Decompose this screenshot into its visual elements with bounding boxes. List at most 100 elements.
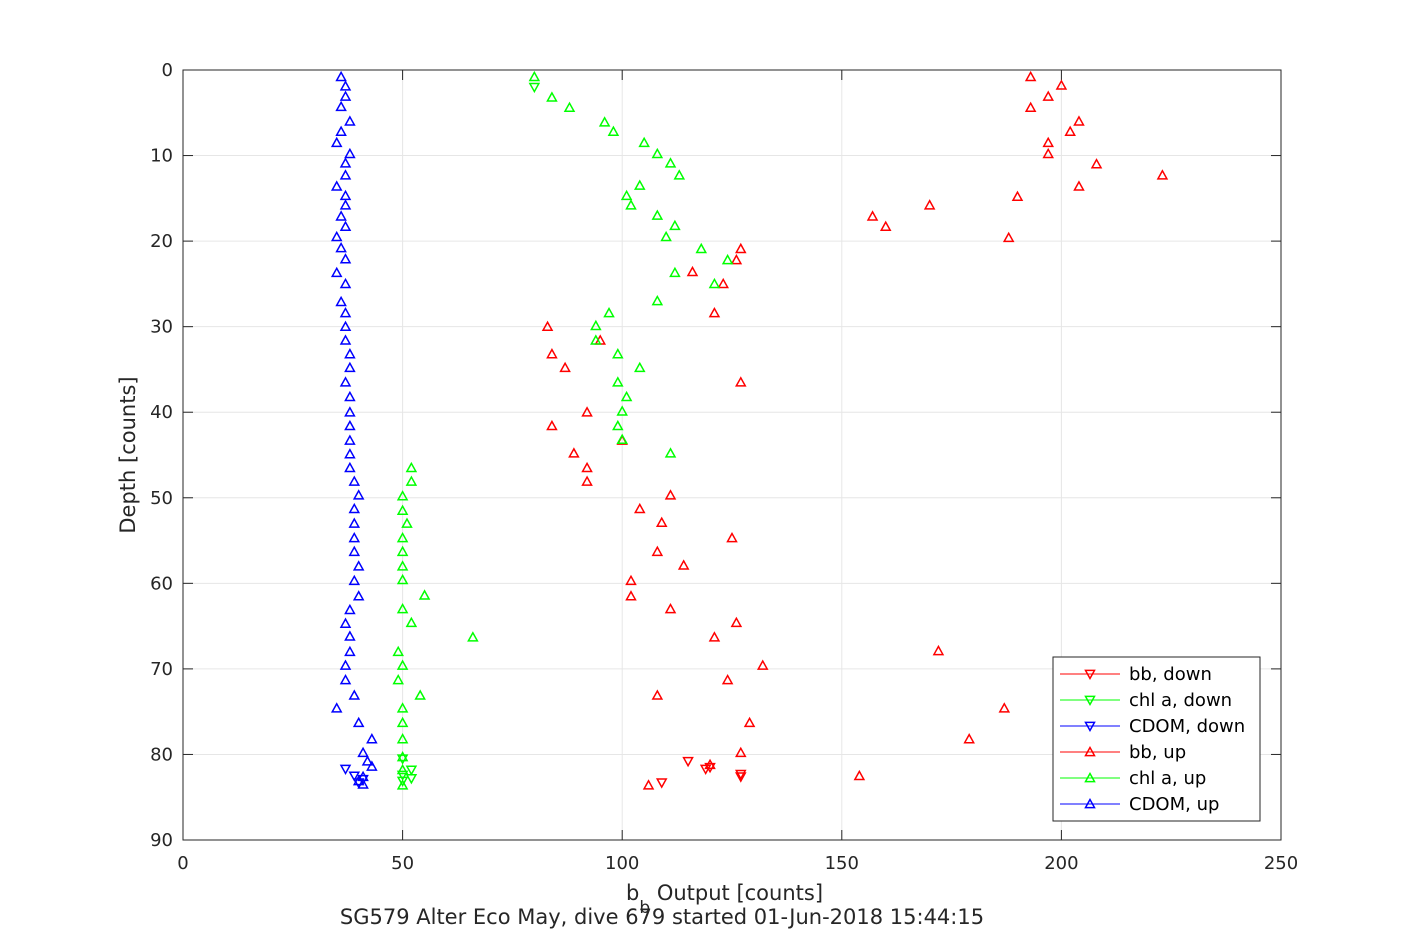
data-point bbox=[590, 319, 602, 331]
legend-marker bbox=[1084, 772, 1096, 783]
data-point bbox=[335, 241, 347, 253]
data-point bbox=[335, 210, 347, 221]
series-4 bbox=[392, 70, 734, 790]
data-point bbox=[598, 116, 611, 127]
data-point bbox=[633, 502, 646, 514]
data-point bbox=[651, 209, 664, 220]
data-point bbox=[726, 531, 738, 543]
data-point bbox=[642, 779, 655, 790]
data-point bbox=[704, 758, 716, 770]
data-point bbox=[339, 617, 352, 628]
data-point bbox=[625, 199, 637, 210]
data-point bbox=[348, 475, 361, 486]
data-point bbox=[664, 489, 677, 500]
data-point bbox=[1156, 169, 1169, 180]
data-point bbox=[339, 90, 352, 101]
series-1 bbox=[396, 82, 541, 787]
data-point bbox=[335, 70, 347, 82]
data-point bbox=[344, 115, 356, 126]
data-point bbox=[721, 253, 734, 265]
y-tick-label: 20 bbox=[150, 231, 173, 252]
data-point bbox=[1064, 125, 1076, 136]
y-tick-label: 80 bbox=[150, 744, 173, 765]
data-point bbox=[651, 545, 664, 557]
series-3 bbox=[541, 70, 1169, 790]
data-point bbox=[735, 242, 747, 254]
data-point bbox=[1042, 147, 1054, 159]
data-point bbox=[344, 630, 356, 641]
data-point bbox=[339, 189, 352, 201]
data-point bbox=[366, 760, 378, 771]
data-point bbox=[559, 361, 571, 373]
data-point bbox=[581, 461, 593, 473]
legend-item: chl a, down bbox=[1060, 690, 1232, 711]
data-point bbox=[352, 489, 365, 500]
data-point bbox=[660, 230, 672, 242]
data-point bbox=[396, 659, 409, 670]
data-point bbox=[651, 295, 664, 306]
y-tick-label: 50 bbox=[150, 488, 173, 509]
legend-marker bbox=[1084, 721, 1096, 732]
data-point bbox=[396, 776, 409, 787]
data-point bbox=[348, 574, 361, 586]
y-tick-label: 30 bbox=[150, 317, 173, 338]
x-tick-label: 100 bbox=[605, 853, 639, 874]
data-point bbox=[717, 277, 729, 289]
data-point bbox=[735, 772, 747, 783]
data-point bbox=[546, 348, 558, 359]
data-point bbox=[344, 645, 356, 657]
data-point bbox=[396, 779, 409, 790]
data-point bbox=[348, 545, 361, 557]
data-point bbox=[396, 603, 409, 614]
data-point bbox=[879, 220, 892, 231]
data-point bbox=[699, 764, 712, 775]
legend: bb, down chl a, down CDOM, down bb, up chl a… bbox=[1052, 656, 1261, 822]
data-point bbox=[528, 82, 541, 94]
data-point bbox=[730, 616, 743, 628]
data-point bbox=[607, 125, 620, 136]
data-point bbox=[743, 716, 756, 728]
data-point bbox=[405, 475, 418, 486]
data-point bbox=[344, 406, 356, 417]
legend-item: bb, up bbox=[1060, 742, 1186, 763]
y-tick-label: 60 bbox=[150, 573, 173, 594]
data-point bbox=[339, 334, 352, 345]
legend-label: CDOM, up bbox=[1129, 794, 1219, 815]
data-point bbox=[401, 517, 413, 528]
legend-label: chl a, down bbox=[1129, 690, 1232, 711]
legend-marker bbox=[1084, 746, 1096, 757]
data-point bbox=[344, 348, 356, 359]
data-point bbox=[330, 180, 343, 191]
data-point bbox=[528, 70, 541, 82]
y-tick-label: 0 bbox=[162, 60, 173, 81]
axis-ticks: 0 50 100 150 200 250 0 10 20 30 40 50 60 70 80 90 bbox=[150, 60, 1298, 874]
legend-marker bbox=[1084, 669, 1096, 680]
data-point bbox=[651, 689, 664, 700]
data-point bbox=[730, 253, 743, 265]
x-axis-label-main: b bbox=[626, 881, 639, 905]
data-point bbox=[396, 754, 409, 765]
data-point bbox=[344, 361, 356, 373]
data-point bbox=[418, 589, 431, 600]
plot-area bbox=[182, 69, 1282, 841]
data-point bbox=[405, 461, 418, 473]
data-point bbox=[590, 334, 602, 345]
data-point bbox=[1011, 190, 1024, 202]
data-point bbox=[1024, 101, 1037, 113]
series-0 bbox=[655, 756, 747, 789]
data-point bbox=[866, 210, 879, 221]
x-tick-label: 50 bbox=[391, 853, 414, 874]
data-point bbox=[396, 545, 409, 557]
data-point bbox=[620, 189, 633, 201]
data-point bbox=[581, 475, 593, 486]
data-point bbox=[546, 91, 558, 102]
data-point bbox=[392, 645, 404, 657]
data-point bbox=[396, 733, 409, 744]
data-point bbox=[655, 516, 668, 527]
data-point bbox=[414, 689, 426, 700]
data-point bbox=[853, 769, 866, 781]
data-point bbox=[405, 616, 418, 628]
data-point bbox=[344, 461, 356, 473]
series-5 bbox=[330, 70, 378, 789]
data-point bbox=[721, 674, 734, 685]
